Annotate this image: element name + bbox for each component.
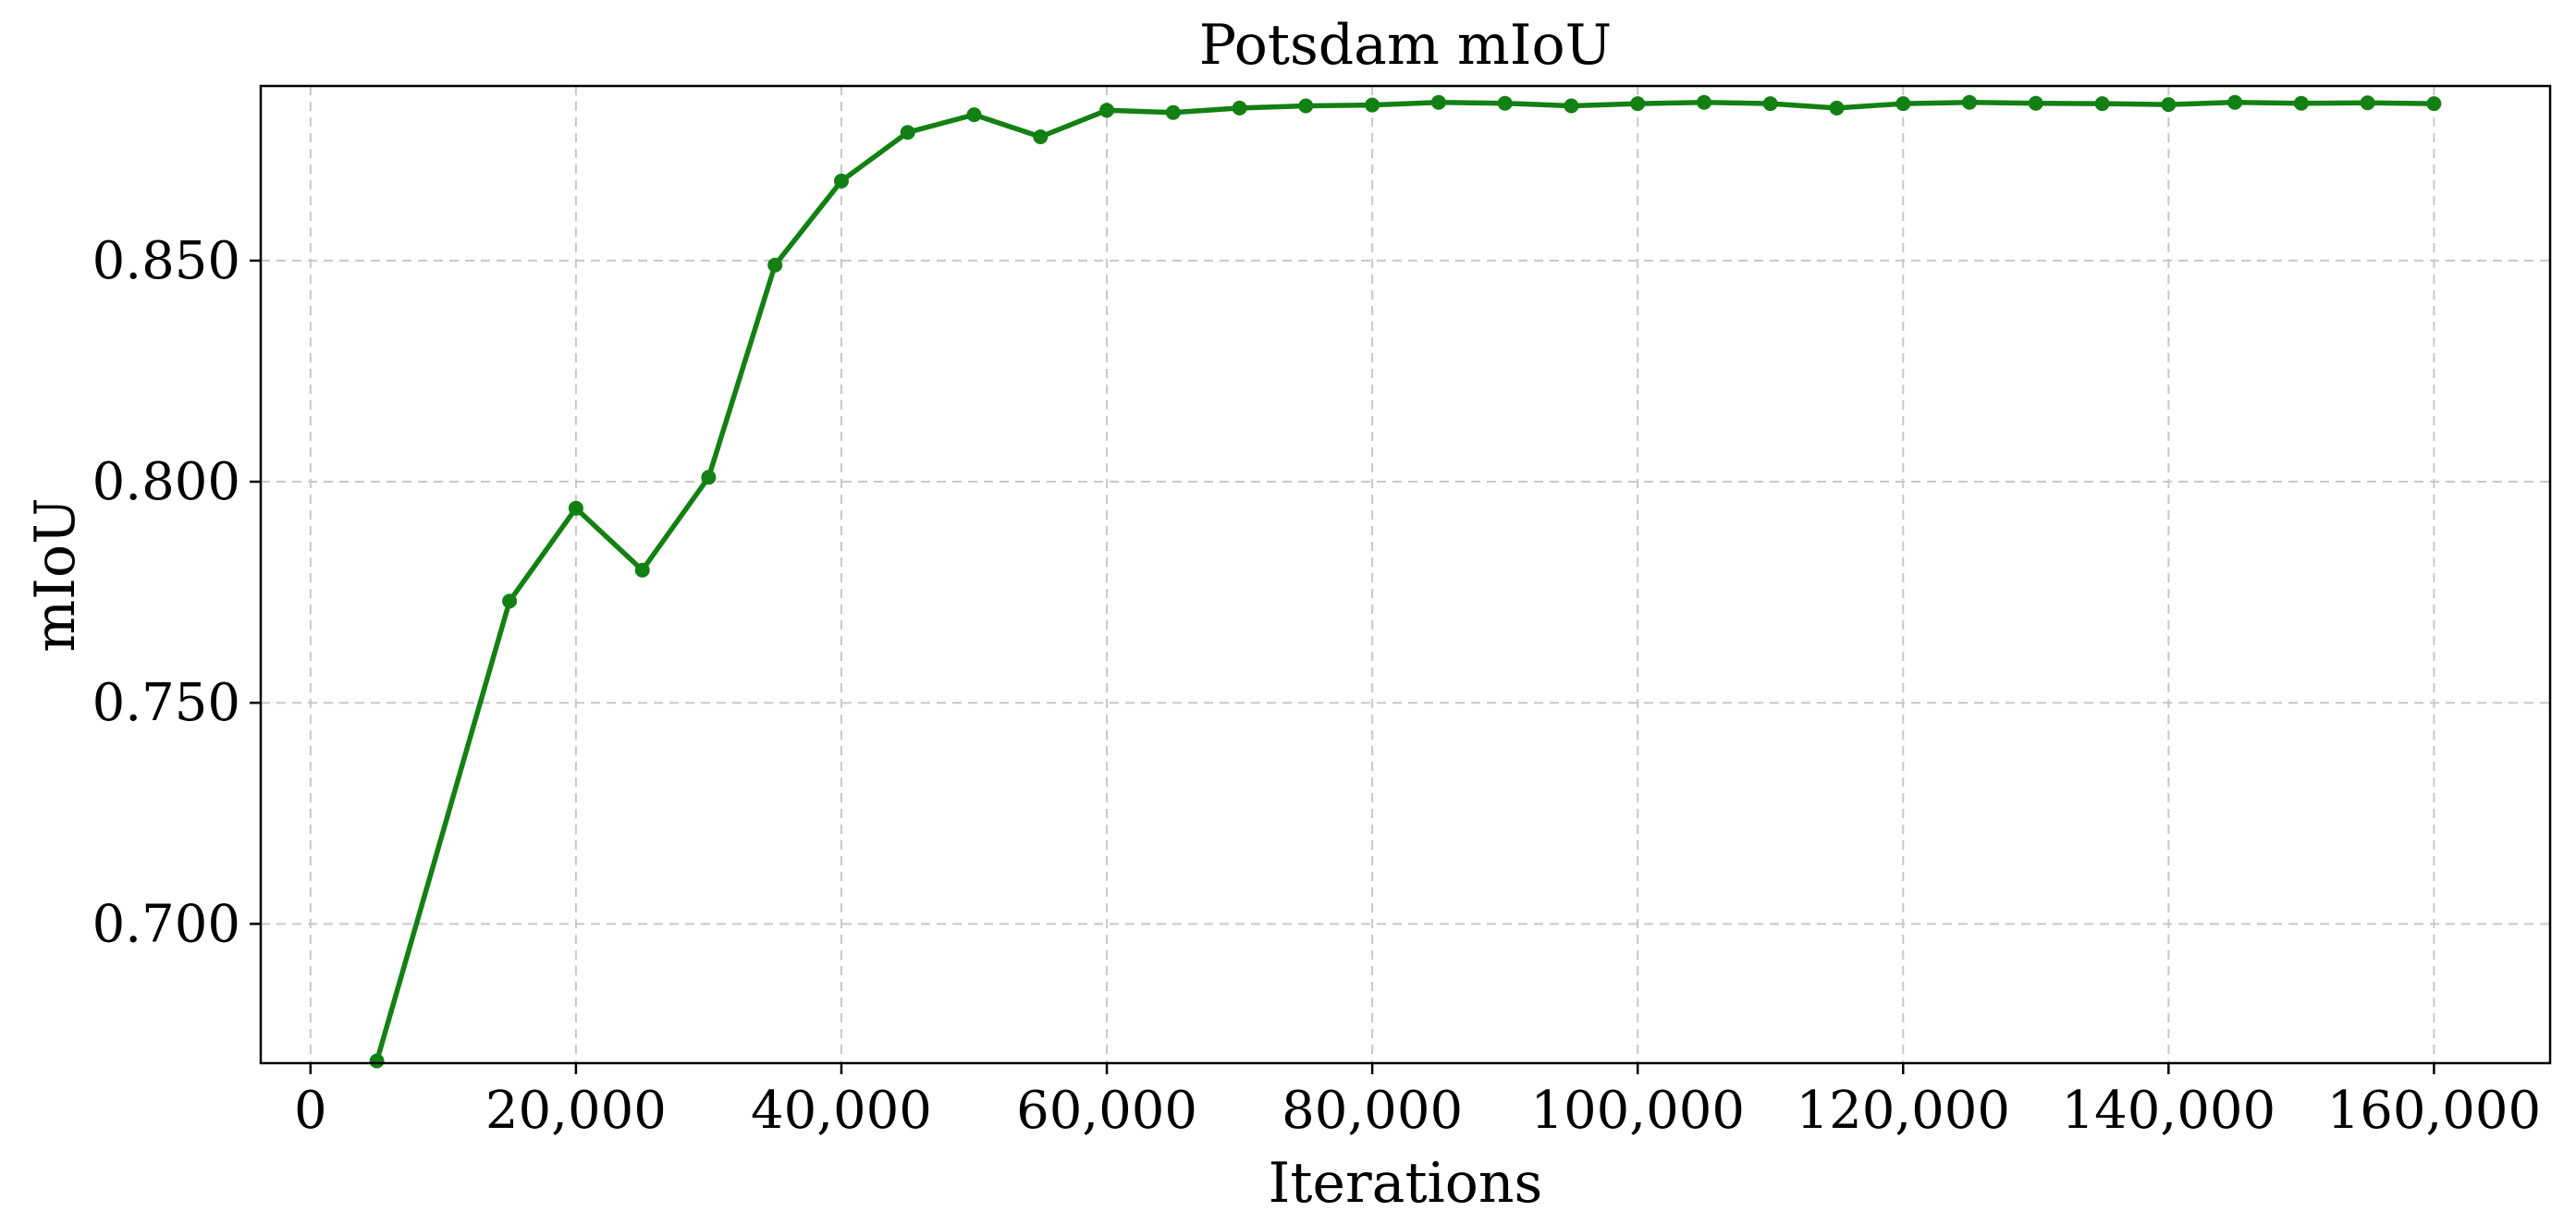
data-point bbox=[2360, 95, 2375, 111]
y-axis-ticks: 0.700 0.750 0.800 0.850 bbox=[92, 231, 261, 954]
data-point bbox=[1232, 100, 1247, 116]
series-points bbox=[369, 94, 2442, 1069]
data-point bbox=[1762, 96, 1778, 112]
series-polyline bbox=[374, 99, 2437, 1064]
data-point bbox=[634, 562, 650, 578]
x-tick-label: 20,000 bbox=[485, 1081, 667, 1141]
x-tick-label: 140,000 bbox=[2062, 1081, 2276, 1141]
data-point bbox=[1829, 100, 1845, 116]
data-point bbox=[1895, 96, 1911, 112]
y-tick-label: 0.800 bbox=[92, 452, 240, 512]
data-point bbox=[701, 470, 717, 485]
data-point bbox=[1564, 98, 1579, 114]
data-point bbox=[2227, 94, 2243, 110]
data-point bbox=[1630, 96, 1646, 112]
data-point bbox=[2426, 96, 2442, 112]
data-point bbox=[502, 594, 518, 609]
data-point bbox=[834, 173, 849, 189]
data-point bbox=[2094, 96, 2110, 112]
y-tick-label: 0.750 bbox=[92, 673, 240, 733]
data-point bbox=[568, 500, 583, 516]
x-tick-label: 100,000 bbox=[1530, 1081, 1745, 1141]
chart-title: Potsdam mIoU bbox=[1199, 13, 1612, 78]
data-point bbox=[1430, 94, 1446, 110]
data-point bbox=[2028, 95, 2043, 111]
x-tick-label: 40,000 bbox=[751, 1081, 932, 1141]
data-point bbox=[1165, 104, 1181, 120]
grid-lines bbox=[261, 86, 2550, 1063]
y-tick-label: 0.700 bbox=[92, 894, 240, 954]
data-point bbox=[1099, 103, 1114, 118]
data-point bbox=[966, 107, 982, 123]
data-point bbox=[1033, 129, 1049, 144]
x-tick-label: 160,000 bbox=[2327, 1081, 2542, 1141]
data-point bbox=[1365, 97, 1380, 113]
data-point bbox=[900, 125, 915, 141]
series-line bbox=[374, 99, 2437, 1064]
data-point bbox=[369, 1053, 385, 1069]
y-tick-label: 0.850 bbox=[92, 231, 240, 291]
data-point bbox=[1697, 94, 1711, 110]
x-tick-label: 0 bbox=[294, 1081, 327, 1141]
data-point bbox=[2293, 95, 2309, 111]
x-axis-ticks: 0 20,000 40,000 60,000 80,000 100,000 120,000 1… bbox=[294, 1063, 2541, 1141]
x-tick-label: 120,000 bbox=[1796, 1081, 2010, 1141]
data-point bbox=[1497, 95, 1513, 111]
x-tick-label: 80,000 bbox=[1282, 1081, 1463, 1141]
plot-frame bbox=[259, 84, 2552, 1065]
y-axis-label: mIoU bbox=[23, 497, 88, 652]
x-axis-label: Iterations bbox=[1269, 1151, 1543, 1216]
data-point bbox=[1298, 98, 1314, 114]
data-point bbox=[767, 257, 783, 273]
data-point bbox=[1962, 94, 1977, 110]
x-tick-label: 60,000 bbox=[1016, 1081, 1197, 1141]
data-point bbox=[2161, 97, 2177, 113]
